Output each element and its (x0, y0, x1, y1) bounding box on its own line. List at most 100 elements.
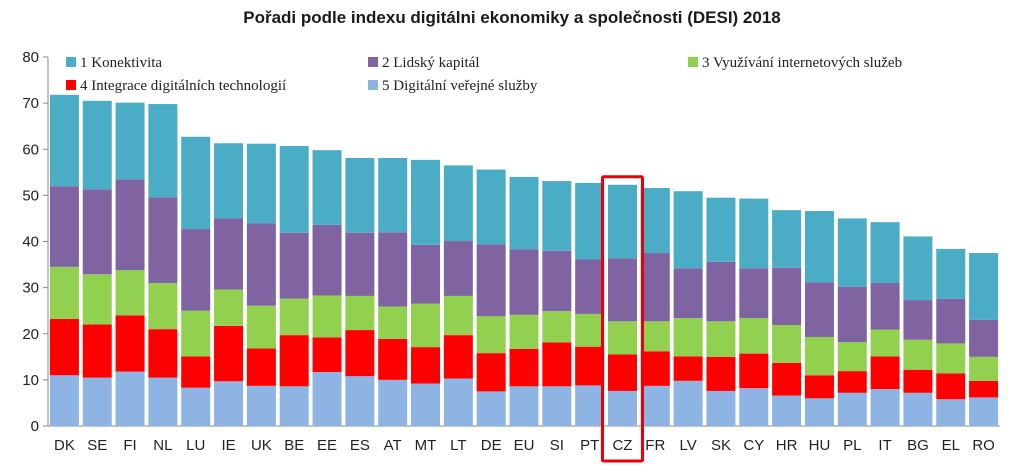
legend-label: 2 Lidský kapitál (382, 55, 480, 71)
bar-segment (115, 315, 145, 372)
bar-segment (148, 283, 178, 330)
y-tick-label: 50 (22, 187, 39, 204)
bar-segment (214, 218, 244, 290)
bar-segment (804, 336, 834, 376)
bar-segment (870, 283, 900, 330)
bar-segment (509, 348, 539, 387)
legend-label: 3 Využívání internetových služeb (702, 55, 902, 71)
bar-segment (837, 218, 867, 287)
x-tick-label: EE (317, 437, 337, 454)
legend-swatch (66, 80, 76, 90)
bar-segment (476, 316, 506, 354)
bar-segment (575, 346, 605, 386)
x-tick-label: FR (645, 437, 665, 454)
bar-segment (411, 159, 441, 245)
bar-segment (115, 371, 145, 426)
bar-segment (772, 362, 802, 396)
bar-segment (279, 146, 309, 233)
x-tick-label: IT (878, 437, 891, 454)
bar-segment (49, 318, 79, 376)
bar-segment (312, 150, 342, 225)
bar-segment (148, 197, 178, 284)
bar-segment (542, 250, 572, 312)
x-tick-label: NL (153, 437, 172, 454)
bar-segment (378, 379, 408, 426)
bar-segment (804, 375, 834, 399)
bar-segment (115, 179, 145, 271)
bar-segment (870, 356, 900, 390)
bar-segment (640, 351, 670, 386)
bar-segment (312, 295, 342, 338)
bar-segment (640, 385, 670, 426)
bar-segment (246, 348, 276, 386)
bar-segment (837, 342, 867, 372)
bar-segment (378, 232, 408, 307)
bar-segment (673, 191, 703, 269)
bar-segment (181, 229, 211, 311)
bar-segment (804, 398, 834, 426)
bar-segment (181, 356, 211, 388)
bar-segment (772, 324, 802, 363)
bar-segment (49, 266, 79, 319)
chart-title: Pořadi podle indexu digitálni ekonomiky … (243, 8, 781, 27)
bar-segment (673, 318, 703, 357)
bar-segment (739, 353, 769, 389)
bar-segment (542, 181, 572, 251)
bar-segment (82, 100, 112, 190)
bar-segment (82, 189, 112, 275)
bar-segment (312, 372, 342, 426)
bar-segment (542, 311, 572, 343)
x-tick-label: RO (972, 437, 995, 454)
bar-segment (214, 143, 244, 219)
bar-segment (804, 282, 834, 337)
bar-segment (903, 300, 933, 340)
y-tick-label: 60 (22, 141, 39, 158)
x-tick-label: CZ (612, 437, 632, 454)
bar-segment (903, 369, 933, 393)
x-tick-label: EU (514, 437, 535, 454)
x-tick-label: CY (743, 437, 764, 454)
bar-segment (82, 324, 112, 378)
x-tick-label: LU (186, 437, 205, 454)
y-tick-label: 0 (31, 418, 39, 435)
bar-segment (443, 165, 473, 242)
bar-segment (214, 325, 244, 382)
bar-segment (443, 335, 473, 379)
bar-segment (706, 197, 736, 262)
bar-segment (739, 268, 769, 319)
bar-segment (49, 94, 79, 187)
bar-segment (279, 335, 309, 387)
bar-segment (345, 330, 375, 377)
bar-segment (706, 390, 736, 426)
bar-segment (542, 386, 572, 426)
bar-segment (476, 169, 506, 245)
bar-segment (739, 318, 769, 354)
bar-segment (575, 313, 605, 347)
x-tick-label: AT (384, 437, 402, 454)
x-tick-label: EL (942, 437, 960, 454)
bar-segment (181, 387, 211, 426)
bar-segment (772, 210, 802, 268)
bar-segment (246, 385, 276, 426)
bar-segment (903, 339, 933, 370)
legend-label: 1 Konektivita (80, 55, 162, 71)
x-tick-label: PT (580, 437, 599, 454)
bar-segment (969, 319, 999, 357)
bar-segment (673, 268, 703, 319)
bar-segment (936, 399, 966, 426)
bar-segment (345, 158, 375, 233)
y-tick-label: 70 (22, 95, 39, 112)
bar-segment (49, 375, 79, 426)
bar-segment (936, 373, 966, 400)
bar-segment (673, 380, 703, 426)
bar-segment (607, 354, 637, 391)
bar-segment (411, 244, 441, 304)
bar-segment (739, 198, 769, 269)
bar-segment (476, 353, 506, 392)
bar-segment (575, 385, 605, 426)
y-tick-label: 30 (22, 280, 39, 297)
x-tick-label: MT (415, 437, 437, 454)
bar-layer (49, 94, 999, 426)
legend-swatch (66, 57, 76, 67)
